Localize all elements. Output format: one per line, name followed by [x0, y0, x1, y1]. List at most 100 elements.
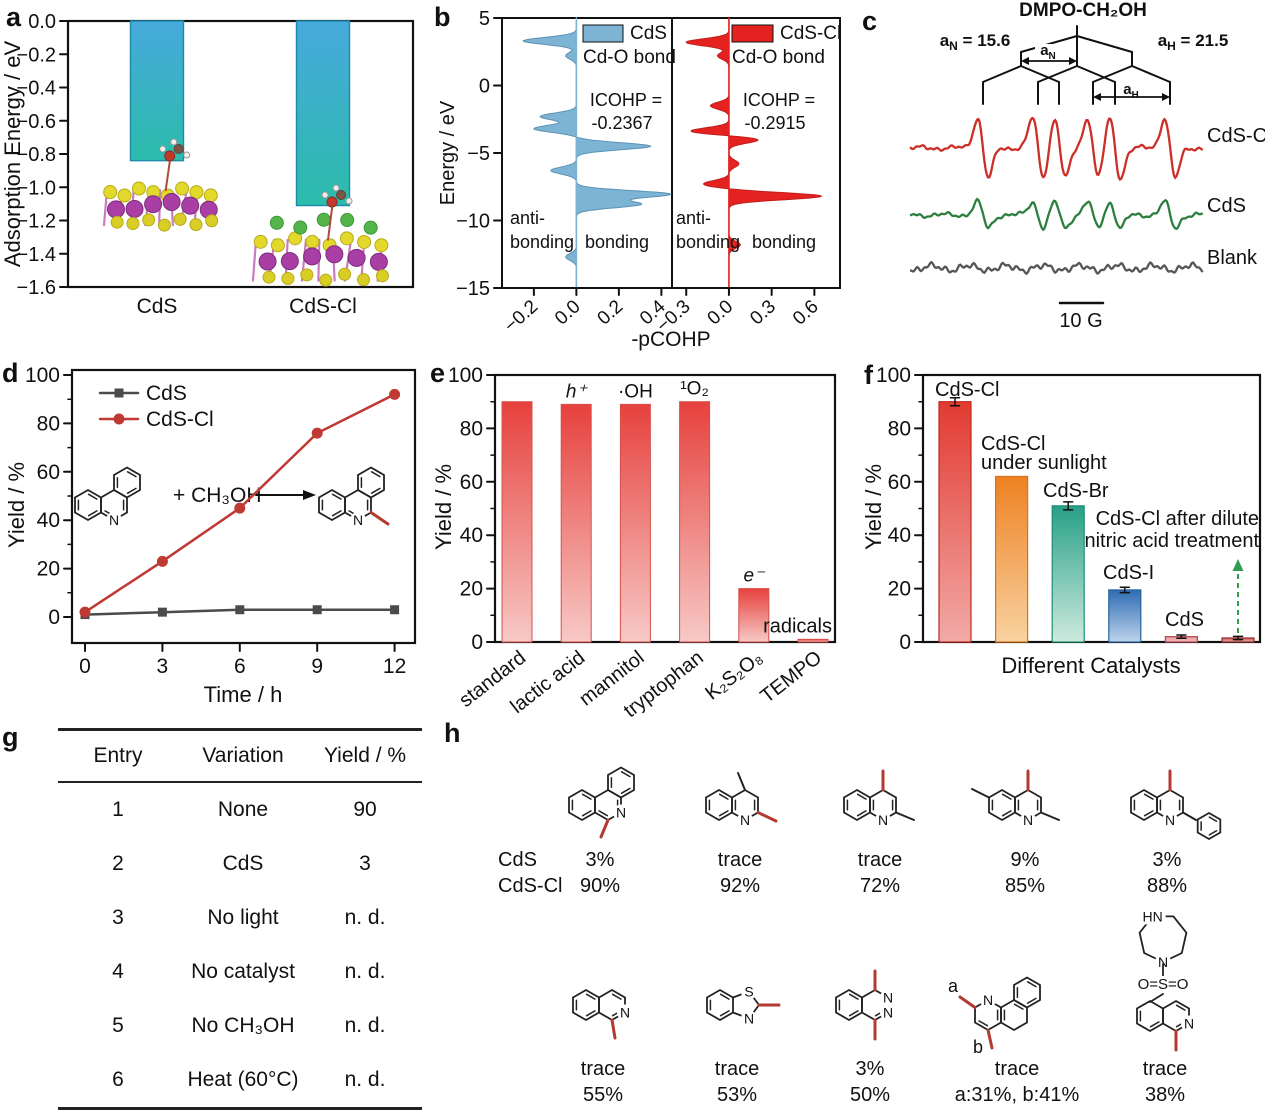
- table-cell: No catalyst: [191, 960, 295, 983]
- coupling-label: aH = 21.5: [1158, 31, 1229, 53]
- x-axis-label: -pCOHP: [631, 328, 710, 351]
- panel-h-substrate-scope: CdS CdS-Cl 3% 90% trace 92% trace 72% 9% 85% 3% 88%…: [498, 766, 1222, 1106]
- y-axis-label: Adsorption Energy / eV: [0, 41, 25, 268]
- table-row: 3 No light n. d.: [58, 891, 422, 945]
- atom-label: N: [883, 1005, 893, 1021]
- bar-label: under sunlight: [981, 452, 1107, 474]
- yield-cds: trace: [995, 1058, 1039, 1080]
- y-tick: 80: [460, 417, 483, 440]
- atom-label: N: [983, 992, 993, 1008]
- marker: [156, 555, 168, 567]
- yield-cds: trace: [718, 849, 762, 871]
- atom-label: N: [1158, 954, 1168, 970]
- x-axis-label: Different Catalysts: [1001, 653, 1180, 678]
- bar-CdS: [129, 20, 185, 162]
- bar-lactic acid: [560, 403, 592, 643]
- yield-cds: 3%: [856, 1058, 885, 1080]
- structure-methyl-isoquinoline: N: [572, 988, 633, 1040]
- table-cell: 6: [112, 1068, 124, 1091]
- dmpo-adduct-title: DMPO-CH₂OH: [1019, 0, 1147, 21]
- yield-cds-cl: 92%: [720, 875, 760, 897]
- bar-CdS-I: [1108, 589, 1142, 643]
- bar-standard: [501, 401, 533, 643]
- panel-a-adsorption-energy-chart: 0.0 −0.2 −0.4 −0.6 −0.8 −1.0 −1.2 −1.4 −1.6 CdS Cd…: [0, 11, 415, 318]
- bar-K₂S₂O₈: [738, 588, 770, 643]
- panel-label-a: a: [6, 2, 22, 32]
- reaction-scheme: N + CH₃OH N: [74, 466, 390, 528]
- header-cell: Yield / %: [323, 744, 407, 767]
- bond-label: Cd-O bond: [732, 47, 825, 68]
- y-tick: 40: [888, 524, 911, 547]
- table-cell: 1: [112, 798, 124, 821]
- antibonding-label2: bonding: [510, 232, 574, 252]
- y-tick: 80: [888, 417, 911, 440]
- panel-d-yield-time-chart: 0 3 6 9 12 0 20 40 60 80 100 Time / h Yield / % N + CH…: [4, 364, 417, 707]
- bar-mannitol: [619, 403, 651, 643]
- y-axis-label: Energy / eV: [437, 100, 459, 205]
- scale-bar-label: 10 G: [1059, 310, 1102, 332]
- bar-annotation: ¹O₂: [680, 379, 708, 400]
- table-cell: n. d.: [344, 1014, 386, 1037]
- yield-cds-cl: a:31%, b:41%: [955, 1084, 1080, 1106]
- marker: [390, 605, 400, 615]
- yield-cds: trace: [581, 1058, 625, 1080]
- y-tick: 20: [37, 558, 60, 581]
- y-tick: 0: [48, 606, 60, 629]
- panel-g-conditions-table: Entry Variation Yield / % 1 None 90 2 CdS 3 3 No l…: [58, 728, 422, 1110]
- y-axis-label: Yield / %: [4, 462, 29, 548]
- y-axis-label: Yield / %: [431, 464, 456, 550]
- reaction-arrow: [303, 490, 316, 500]
- category-label: CdS-Cl: [289, 295, 357, 318]
- ring: [607, 766, 635, 799]
- atom-label: S: [744, 984, 753, 1000]
- epr-trace-CdS-Cl: [909, 116, 1204, 181]
- cds-cl-surface-model: [251, 184, 389, 287]
- table-cell: None: [217, 798, 269, 821]
- table-cell: 5: [112, 1014, 124, 1037]
- coupling-label: aN: [1040, 42, 1056, 62]
- bar-annotation: h⁺: [566, 381, 589, 402]
- marker: [311, 427, 323, 439]
- atom-label: N: [109, 512, 119, 528]
- y-tick: 60: [37, 461, 60, 484]
- cds-surface-model: [102, 138, 219, 232]
- y-tick: 5: [479, 8, 490, 30]
- x-tick: 12: [383, 655, 406, 678]
- y-tick: 60: [888, 471, 911, 494]
- atom-label: N: [620, 1005, 630, 1021]
- y-tick: −1.4: [17, 244, 56, 266]
- x-tick: −0.2: [500, 296, 542, 337]
- x-tick: 0.2: [594, 296, 628, 329]
- table-cell: 3: [112, 906, 124, 929]
- y-tick: 0: [471, 631, 483, 654]
- y-tick: 100: [25, 364, 60, 387]
- y-tick: −1.2: [17, 211, 56, 233]
- atom-label: N: [1184, 1016, 1194, 1032]
- header-cell: Entry: [93, 744, 143, 767]
- icohp-value: -0.2915: [744, 113, 805, 133]
- yield-cds-cl: 90%: [580, 875, 620, 897]
- panel-label-e: e: [430, 358, 446, 388]
- antibonding-label2: bonding: [676, 232, 740, 252]
- bar-annotation: ·OH: [618, 381, 653, 402]
- atom-label: N: [616, 805, 626, 821]
- y-tick: 0.0: [28, 11, 56, 33]
- bar-label: CdS-Cl: [935, 379, 999, 401]
- table-cell: 90: [353, 798, 377, 821]
- bar-annotation: radicals: [763, 615, 832, 637]
- table-row: 2 CdS 3: [58, 837, 422, 891]
- sulfonyl-label: O=S=O: [1138, 976, 1189, 993]
- x-tick: 0.6: [789, 296, 823, 329]
- bar-annotation: e⁻: [743, 566, 766, 587]
- bar-label: CdS-Br: [1043, 480, 1109, 502]
- yield-cds-cl: 50%: [850, 1084, 890, 1106]
- icohp-label: ICOHP =: [590, 90, 662, 110]
- legend-label: CdS: [146, 382, 187, 405]
- panel-c-epr-spectra: DMPO-CH₂OH aN = 15.6 aH = 21.5 aN aH CdS-Cl Cd…: [909, 0, 1265, 332]
- y-tick: −0.4: [17, 78, 56, 100]
- yield-cds: trace: [715, 1058, 759, 1080]
- table-body: 1 None 90 2 CdS 3 3 No light n. d. 4 No catalyst n.…: [58, 783, 422, 1110]
- y-tick: −0.8: [17, 144, 56, 166]
- trace-label: CdS-Cl: [1207, 125, 1265, 147]
